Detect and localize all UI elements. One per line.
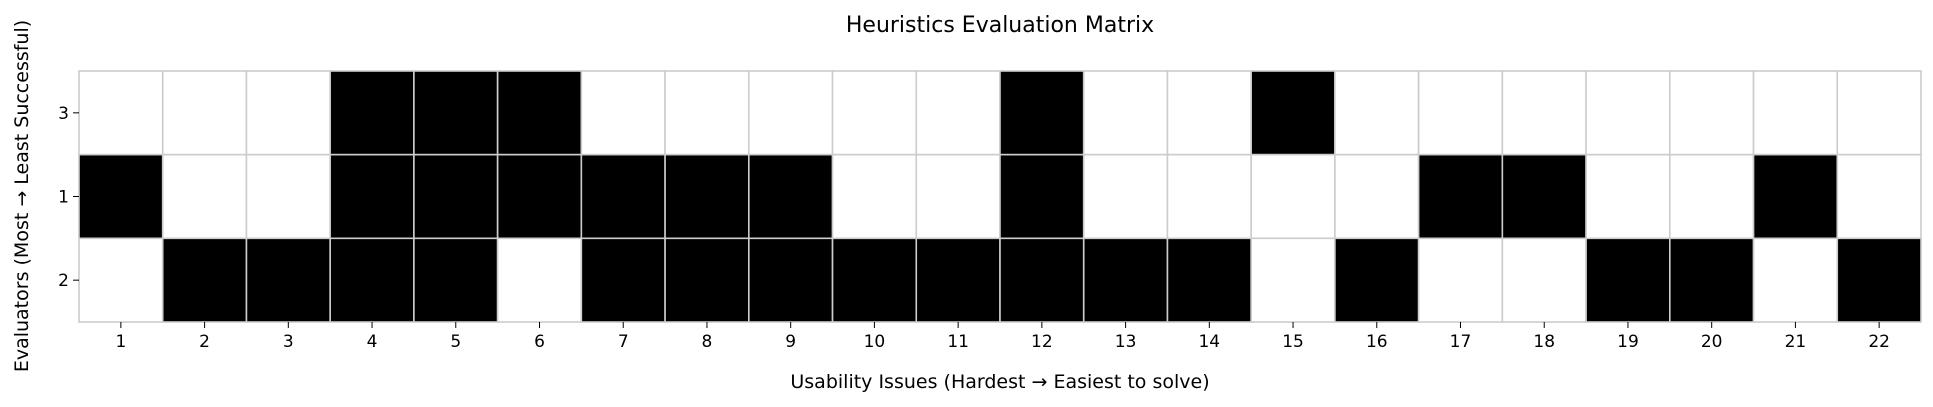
heatmap-cell bbox=[580, 153, 666, 240]
heatmap-cell bbox=[915, 153, 1001, 240]
heatmap-cell bbox=[1836, 237, 1922, 323]
heatmap-cell bbox=[831, 237, 918, 323]
x-tick-label: 12 bbox=[1031, 332, 1053, 352]
x-tick-label: 2 bbox=[199, 332, 210, 352]
y-tick-label: 2 bbox=[58, 271, 69, 291]
heatmap-cell bbox=[915, 70, 1001, 156]
heatmap-cell bbox=[1585, 153, 1671, 240]
x-tick-label: 20 bbox=[1701, 332, 1723, 352]
heatmap-cell bbox=[413, 153, 499, 240]
x-tick-label: 4 bbox=[367, 332, 378, 352]
heatmap-cell bbox=[1166, 153, 1252, 240]
x-tick-label: 22 bbox=[1868, 332, 1890, 352]
x-tick-label: 11 bbox=[947, 332, 969, 352]
x-axis-label: Usability Issues (Hardest → Easiest to s… bbox=[790, 371, 1209, 393]
x-tick-label: 1 bbox=[115, 332, 126, 352]
heatmap-cell bbox=[1417, 70, 1504, 156]
x-tick-label: 18 bbox=[1533, 332, 1555, 352]
heatmap-cell bbox=[1669, 237, 1755, 323]
heatmap-cell bbox=[1585, 70, 1671, 156]
heatmap-cell bbox=[1669, 70, 1755, 156]
heatmap-cell bbox=[413, 237, 499, 323]
x-axis-ticks: 1 2 3 4 5 6 7 8 9 10 11 12 13 14 15 16 17 18 19 20 21 22 bbox=[115, 322, 1890, 352]
heatmap-cell bbox=[1082, 153, 1169, 240]
x-tick-label: 16 bbox=[1366, 332, 1388, 352]
x-tick-label: 15 bbox=[1282, 332, 1304, 352]
x-tick-label: 3 bbox=[283, 332, 294, 352]
heatmap-cell bbox=[748, 70, 834, 156]
heatmap-cells bbox=[78, 70, 1922, 323]
x-tick-label: 6 bbox=[534, 332, 545, 352]
heatmap-cell bbox=[1501, 70, 1587, 156]
heatmap-cell bbox=[245, 153, 331, 240]
heatmap-cell bbox=[1501, 153, 1587, 240]
heatmap-cell bbox=[1752, 237, 1839, 323]
heatmap-cell bbox=[664, 70, 750, 156]
heatmap-cell bbox=[999, 237, 1085, 323]
heatmap-cell bbox=[664, 153, 750, 240]
y-axis-label: Evaluators (Most → Least Successful) bbox=[11, 20, 33, 372]
heatmap-cell bbox=[831, 153, 918, 240]
heatmap-cell bbox=[161, 153, 248, 240]
heatmap-cell bbox=[78, 153, 164, 240]
y-tick-label: 3 bbox=[58, 104, 69, 124]
heatmap-cell bbox=[1752, 70, 1839, 156]
heatmap-cell bbox=[1836, 153, 1922, 240]
heatmap-cell bbox=[161, 237, 248, 323]
heatmap-cell bbox=[496, 237, 583, 323]
x-tick-label: 14 bbox=[1198, 332, 1220, 352]
heatmap-cell bbox=[1082, 70, 1169, 156]
heatmap-cell bbox=[329, 153, 415, 240]
heatmap-cell bbox=[1334, 153, 1420, 240]
heatmap-cell bbox=[999, 153, 1085, 240]
x-tick-label: 21 bbox=[1785, 332, 1807, 352]
x-tick-label: 5 bbox=[450, 332, 461, 352]
heatmap-cell bbox=[1250, 153, 1336, 240]
heatmap-cell bbox=[161, 70, 248, 156]
heatmap-cell bbox=[1082, 237, 1169, 323]
heatmap-cell bbox=[1250, 237, 1336, 323]
y-axis-ticks: 3 1 2 bbox=[58, 104, 79, 291]
heatmap-cell bbox=[413, 70, 499, 156]
heatmap-cell bbox=[1417, 153, 1504, 240]
heatmap-cell bbox=[748, 237, 834, 323]
x-tick-label: 7 bbox=[618, 332, 629, 352]
heatmap-cell bbox=[1669, 153, 1755, 240]
heatmap-cell bbox=[580, 237, 666, 323]
heatmap-cell bbox=[1334, 70, 1420, 156]
heatmap-cell bbox=[915, 237, 1001, 323]
heatmap-cell bbox=[78, 70, 164, 156]
heatmap-cell bbox=[831, 70, 918, 156]
heatmap-cell bbox=[1585, 237, 1671, 323]
heatmap-cell bbox=[78, 237, 164, 323]
heatmap-cell bbox=[580, 70, 666, 156]
x-tick-label: 9 bbox=[785, 332, 796, 352]
heatmap-cell bbox=[999, 70, 1085, 156]
heatmap-cell bbox=[1752, 153, 1839, 240]
x-tick-label: 8 bbox=[702, 332, 713, 352]
heatmap-cell bbox=[496, 153, 583, 240]
heatmap-cell bbox=[748, 153, 834, 240]
heatmap-cell bbox=[664, 237, 750, 323]
heatmap-cell bbox=[329, 70, 415, 156]
heatmap-cell bbox=[1417, 237, 1504, 323]
x-tick-label: 19 bbox=[1617, 332, 1639, 352]
heatmap-cell bbox=[329, 237, 415, 323]
heatmap-cell bbox=[1166, 237, 1252, 323]
heatmap-cell bbox=[1836, 70, 1922, 156]
x-tick-label: 17 bbox=[1450, 332, 1472, 352]
heatmap-cell bbox=[1250, 70, 1336, 156]
heatmap-cell bbox=[1166, 70, 1252, 156]
heatmap-cell bbox=[245, 237, 331, 323]
heatmap-cell bbox=[1501, 237, 1587, 323]
heatmap-cell bbox=[1334, 237, 1420, 323]
chart-title: Heuristics Evaluation Matrix bbox=[846, 13, 1154, 38]
x-tick-label: 13 bbox=[1115, 332, 1137, 352]
x-tick-label: 10 bbox=[864, 332, 886, 352]
y-tick-label: 1 bbox=[58, 188, 69, 208]
heatmap-cell bbox=[496, 70, 583, 156]
heatmap-cell bbox=[245, 70, 331, 156]
